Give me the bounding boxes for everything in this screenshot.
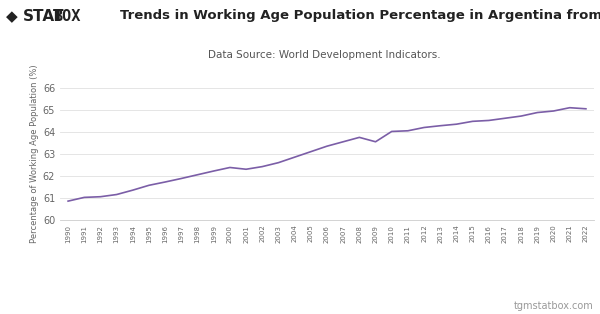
Text: Trends in Working Age Population Percentage in Argentina from 1990 to 2022: Trends in Working Age Population Percent… (120, 9, 600, 22)
Text: tgmstatbox.com: tgmstatbox.com (514, 301, 594, 311)
Text: ◆: ◆ (6, 9, 18, 24)
Text: STAT: STAT (23, 9, 64, 24)
Text: Data Source: World Development Indicators.: Data Source: World Development Indicator… (208, 50, 440, 60)
Y-axis label: Percentage of Working Age Population (%): Percentage of Working Age Population (%) (29, 65, 38, 243)
Text: BOX: BOX (53, 9, 81, 24)
